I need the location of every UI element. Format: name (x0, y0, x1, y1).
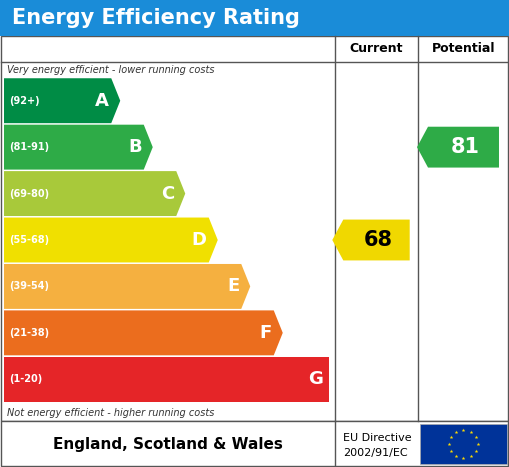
Text: 2002/91/EC: 2002/91/EC (343, 448, 408, 458)
Text: Potential: Potential (432, 42, 495, 56)
Text: (39-54): (39-54) (9, 282, 49, 291)
Text: England, Scotland & Wales: England, Scotland & Wales (52, 437, 282, 452)
Text: (1-20): (1-20) (9, 374, 42, 384)
Text: E: E (227, 277, 239, 296)
Polygon shape (4, 125, 153, 170)
Text: Not energy efficient - higher running costs: Not energy efficient - higher running co… (7, 408, 214, 418)
Text: A: A (95, 92, 109, 110)
Text: (92+): (92+) (9, 96, 40, 106)
Text: D: D (192, 231, 207, 249)
Polygon shape (4, 357, 329, 402)
Text: (81-91): (81-91) (9, 142, 49, 152)
Polygon shape (4, 264, 250, 309)
Text: (21-38): (21-38) (9, 328, 49, 338)
Text: C: C (161, 184, 174, 203)
Polygon shape (417, 127, 499, 168)
Text: G: G (308, 370, 323, 388)
Polygon shape (4, 171, 185, 216)
Bar (1, 421, 508, 466)
Text: F: F (260, 324, 272, 342)
Text: Current: Current (350, 42, 403, 56)
Polygon shape (332, 219, 410, 261)
Polygon shape (4, 218, 218, 262)
Text: 81: 81 (451, 137, 480, 157)
Bar (0, 0, 509, 36)
Bar (420, 424, 507, 464)
Polygon shape (4, 78, 120, 123)
Text: (69-80): (69-80) (9, 189, 49, 198)
Text: (55-68): (55-68) (9, 235, 49, 245)
Polygon shape (4, 311, 283, 355)
Text: Very energy efficient - lower running costs: Very energy efficient - lower running co… (7, 65, 214, 75)
Text: B: B (128, 138, 142, 156)
Text: EU Directive: EU Directive (343, 433, 412, 444)
Bar (1, 36, 508, 421)
Text: Energy Efficiency Rating: Energy Efficiency Rating (12, 8, 300, 28)
Text: 68: 68 (364, 230, 393, 250)
